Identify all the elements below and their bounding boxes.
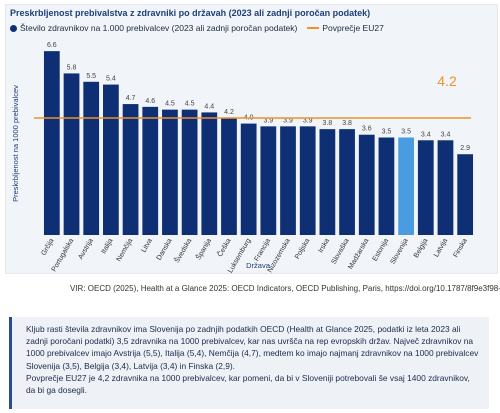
bar-4 bbox=[103, 84, 119, 235]
x-tick-label-7: Danska bbox=[156, 237, 174, 261]
chart-title: Preskrbljenost prebivalstva z zdravniki … bbox=[10, 8, 371, 18]
legend-swatch-doctors bbox=[10, 24, 17, 32]
bar-value-label-18: 3.5 bbox=[382, 129, 392, 136]
x-tick-label-16: Slovaška bbox=[331, 237, 351, 265]
bar-11 bbox=[240, 123, 257, 235]
bar-value-label-20: 3.4 bbox=[421, 131, 431, 138]
bar-12 bbox=[260, 126, 277, 235]
bar-value-label-16: 3.8 bbox=[342, 120, 352, 127]
bar-6 bbox=[142, 106, 159, 235]
commentary-paragraph-2: Povprečje EU27 je 4,2 zdravnika na 1000 … bbox=[26, 372, 470, 396]
bar-value-label-9: 4.4 bbox=[204, 103, 214, 110]
bar-2 bbox=[63, 73, 80, 235]
bar-chart-plot: Preskrbljenost na 1000 prebivalcev 6.6 Grč… bbox=[11, 42, 474, 274]
x-tick-label-3: Avstrija bbox=[77, 237, 95, 260]
bar-1 bbox=[43, 51, 60, 236]
x-tick-label-8: Švedska bbox=[172, 236, 193, 264]
bar-22 bbox=[457, 154, 474, 235]
bar-value-label-21: 3.4 bbox=[441, 131, 451, 138]
legend-label-eu-average: Povprečje EU27 bbox=[322, 23, 384, 33]
bar-value-label-14: 3.9 bbox=[303, 117, 313, 124]
bar-15 bbox=[319, 129, 336, 235]
x-tick-label-1: Grčija bbox=[40, 237, 55, 256]
legend-label-doctors: Število zdravnikov na 1.000 prebivalcev … bbox=[20, 23, 298, 33]
legend-item-doctors: Število zdravnikov na 1.000 prebivalcev … bbox=[10, 23, 297, 33]
bar-8 bbox=[181, 109, 198, 235]
x-tick-label-17: Madžarska bbox=[347, 237, 370, 270]
bar-5 bbox=[122, 104, 139, 235]
bar-value-label-22: 2.9 bbox=[460, 145, 470, 152]
bar-value-label-5: 4.7 bbox=[126, 95, 136, 102]
y-axis-label: Preskrbljenost na 1000 prebivalcev bbox=[11, 85, 20, 202]
bar-value-label-15: 3.8 bbox=[323, 120, 333, 127]
x-tick-label-6: Litva bbox=[141, 237, 155, 253]
bar-value-label-8: 4.5 bbox=[185, 101, 195, 108]
bar-14 bbox=[299, 126, 316, 235]
x-axis-label: Država bbox=[246, 261, 271, 270]
bar-16 bbox=[339, 129, 355, 235]
x-tick-label-5: Nemčija bbox=[116, 237, 135, 262]
bar-3 bbox=[83, 81, 100, 236]
bar-value-label-6: 4.6 bbox=[145, 98, 155, 105]
bar-value-label-4: 5.4 bbox=[106, 76, 116, 83]
bar-20 bbox=[417, 140, 434, 235]
bar-value-label-17: 3.6 bbox=[362, 126, 372, 133]
source-citation: VIR: OECD (2025), Health at a Glance 202… bbox=[70, 284, 500, 293]
x-tick-label-4: Italija bbox=[100, 237, 114, 255]
x-tick-label-14: Poljska bbox=[294, 237, 311, 260]
x-tick-label-18: Estonija bbox=[372, 237, 391, 262]
bar-value-label-12: 3.9 bbox=[263, 117, 273, 124]
bar-value-label-1: 6.6 bbox=[47, 42, 57, 49]
x-tick-label-21: Latvija bbox=[433, 237, 449, 258]
commentary-box: Kljub rasti števila zdravnikov ima Slove… bbox=[9, 317, 489, 409]
eu-average-value-label: 4.2 bbox=[437, 73, 457, 89]
bar-19 bbox=[398, 137, 414, 235]
legend-item-eu-average: Povprečje EU27 bbox=[297, 23, 384, 33]
bar-18 bbox=[378, 137, 395, 235]
bar-value-label-7: 4.5 bbox=[165, 101, 175, 108]
bar-17 bbox=[358, 134, 375, 235]
legend-swatch-eu-average bbox=[307, 27, 320, 29]
x-tick-label-22: Finska bbox=[453, 237, 469, 258]
chart-legend: Število zdravnikov na 1.000 prebivalcev … bbox=[10, 22, 384, 34]
x-tick-label-15: Irska bbox=[317, 237, 331, 254]
bar-value-label-2: 5.8 bbox=[67, 64, 77, 71]
x-tick-label-20: Belgija bbox=[413, 237, 430, 259]
bar-21 bbox=[437, 140, 454, 235]
x-tick-label-19: Slovenija bbox=[390, 237, 410, 265]
bar-7 bbox=[162, 109, 178, 235]
x-tick-label-12: Francija bbox=[254, 237, 273, 262]
x-tick-label-9: Španija bbox=[194, 236, 214, 261]
bar-10 bbox=[221, 118, 237, 235]
x-tick-label-10: Češka bbox=[215, 236, 233, 258]
bar-value-label-19: 3.5 bbox=[401, 129, 411, 136]
bar-value-label-3: 5.5 bbox=[86, 73, 96, 80]
bar-13 bbox=[280, 126, 296, 235]
bar-value-label-13: 3.9 bbox=[283, 117, 293, 124]
commentary-paragraph-1: Kljub rasti števila zdravnikov ima Slove… bbox=[26, 324, 479, 371]
bar-9 bbox=[201, 112, 218, 235]
bar-value-label-10: 4.2 bbox=[224, 109, 234, 116]
